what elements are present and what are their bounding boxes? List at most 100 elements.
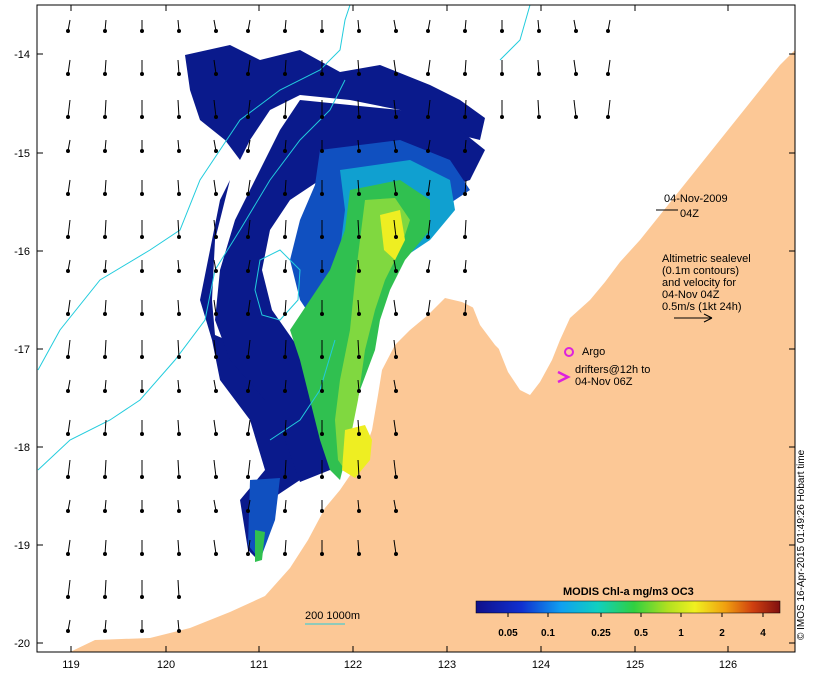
velocity-arrow [427, 59, 431, 75]
velocity-arrow [177, 59, 180, 75]
legend-arrowhead [703, 313, 713, 323]
x-tick-label: 124 [532, 659, 550, 671]
velocity-arrow-head [357, 115, 361, 119]
map-frame [36, 4, 796, 653]
velocity-arrow-head [103, 432, 107, 436]
velocity-arrow-head [320, 432, 324, 436]
coastal-islands [470, 295, 525, 360]
x-tick-label: 119 [62, 659, 80, 671]
velocity-legend: Altimetric sealevel (0.1m contours) and … [662, 253, 751, 323]
velocity-arrow-head [426, 72, 430, 76]
velocity-arrow [393, 339, 397, 358]
velocity-arrow-head [357, 355, 361, 359]
velocity-arrow [607, 99, 611, 118]
velocity-arrow-head [140, 432, 144, 436]
velocity-arrow-head [357, 432, 361, 436]
velocity-arrow-head [66, 629, 70, 633]
velocity-arrow [357, 459, 360, 478]
velocity-arrow-head [357, 312, 361, 316]
velocity-arrow-head [426, 29, 430, 33]
velocity-arrow-head [574, 115, 578, 119]
velocity-arrow-head [246, 149, 250, 153]
velocity-arrow-head [103, 312, 107, 316]
velocity-arrow-head [214, 475, 218, 479]
velocity-arrow-head [66, 29, 70, 33]
velocity-arrow [464, 299, 467, 315]
legend-line: Altimetric sealevel [662, 253, 751, 265]
time-stamp: 04Z [680, 208, 699, 220]
velocity-arrow [573, 99, 577, 118]
velocity-arrow-head [140, 235, 144, 239]
velocity-arrow-head [140, 269, 144, 273]
velocity-arrow [177, 99, 180, 118]
velocity-arrow-head [66, 552, 70, 556]
velocity-arrow-head [537, 72, 541, 76]
colorbar-tick-label: 4 [760, 628, 766, 639]
velocity-arrow-head [140, 29, 144, 33]
velocity-arrow [104, 339, 107, 358]
velocity-arrow-head [140, 389, 144, 393]
velocity-arrow-head [357, 509, 361, 513]
velocity-arrow-head [320, 149, 324, 153]
velocity-arrow-head [66, 312, 70, 316]
velocity-arrow [247, 99, 251, 118]
velocity-arrow-head [66, 475, 70, 479]
x-tick-label: 123 [438, 659, 456, 671]
velocity-arrow-head [246, 29, 250, 33]
velocity-arrow [67, 539, 71, 555]
velocity-arrow-head [426, 312, 430, 316]
velocity-arrow-head [320, 475, 324, 479]
velocity-arrow-head [103, 389, 107, 393]
velocity-arrow-head [357, 552, 361, 556]
colorbar-ticks: 0.05 0.1 0.25 0.5 1 2 4 [498, 613, 766, 639]
velocity-arrow [427, 219, 431, 238]
velocity-arrow [67, 339, 71, 358]
velocity-arrow-head [394, 475, 398, 479]
x-tick-label: 121 [250, 659, 268, 671]
velocity-arrow-head [246, 235, 250, 239]
velocity-arrow [213, 459, 217, 478]
velocity-arrow-head [320, 509, 324, 513]
velocity-arrow-head [283, 192, 287, 196]
velocity-arrow [67, 59, 71, 75]
velocity-arrow-head [394, 355, 398, 359]
velocity-arrow-head [394, 432, 398, 436]
velocity-arrow [247, 299, 251, 315]
velocity-arrow-head [606, 29, 610, 33]
velocity-arrow [393, 59, 397, 75]
y-tick-label: -20 [14, 638, 30, 650]
velocity-arrow [67, 179, 71, 195]
velocity-arrow-head [177, 629, 181, 633]
velocity-arrow-head [214, 192, 218, 196]
velocity-arrow-head [394, 509, 398, 513]
velocity-arrow [393, 299, 397, 315]
velocity-arrow [177, 459, 180, 478]
velocity-arrow [464, 99, 467, 118]
velocity-arrow [537, 99, 540, 118]
velocity-arrow-head [214, 432, 218, 436]
velocity-arrow [247, 59, 251, 75]
velocity-arrow-head [320, 552, 324, 556]
velocity-arrow-head [140, 192, 144, 196]
velocity-arrow [247, 419, 251, 435]
velocity-arrow-head [394, 552, 398, 556]
credit-text: © IMOS 16-Apr-2015 01:49:26 Hobart time [796, 449, 807, 640]
colorbar-tick-label: 0.1 [541, 628, 555, 639]
velocity-arrow-head [103, 149, 107, 153]
velocity-arrow-head [214, 115, 218, 119]
velocity-arrow-head [463, 29, 467, 33]
velocity-arrow-head [283, 389, 287, 393]
velocity-arrow-head [500, 72, 504, 76]
velocity-arrow [213, 299, 217, 315]
velocity-arrow [427, 99, 431, 118]
velocity-arrow-head [66, 115, 70, 119]
velocity-arrow [213, 539, 217, 555]
velocity-arrow-head [66, 72, 70, 76]
velocity-arrow-head [140, 115, 144, 119]
velocity-arrow-head [463, 115, 467, 119]
velocity-arrow [104, 459, 107, 478]
velocity-arrow-head [246, 389, 250, 393]
velocity-arrow-head [320, 115, 324, 119]
velocity-arrow-head [320, 29, 324, 33]
velocity-arrow-head [103, 115, 107, 119]
